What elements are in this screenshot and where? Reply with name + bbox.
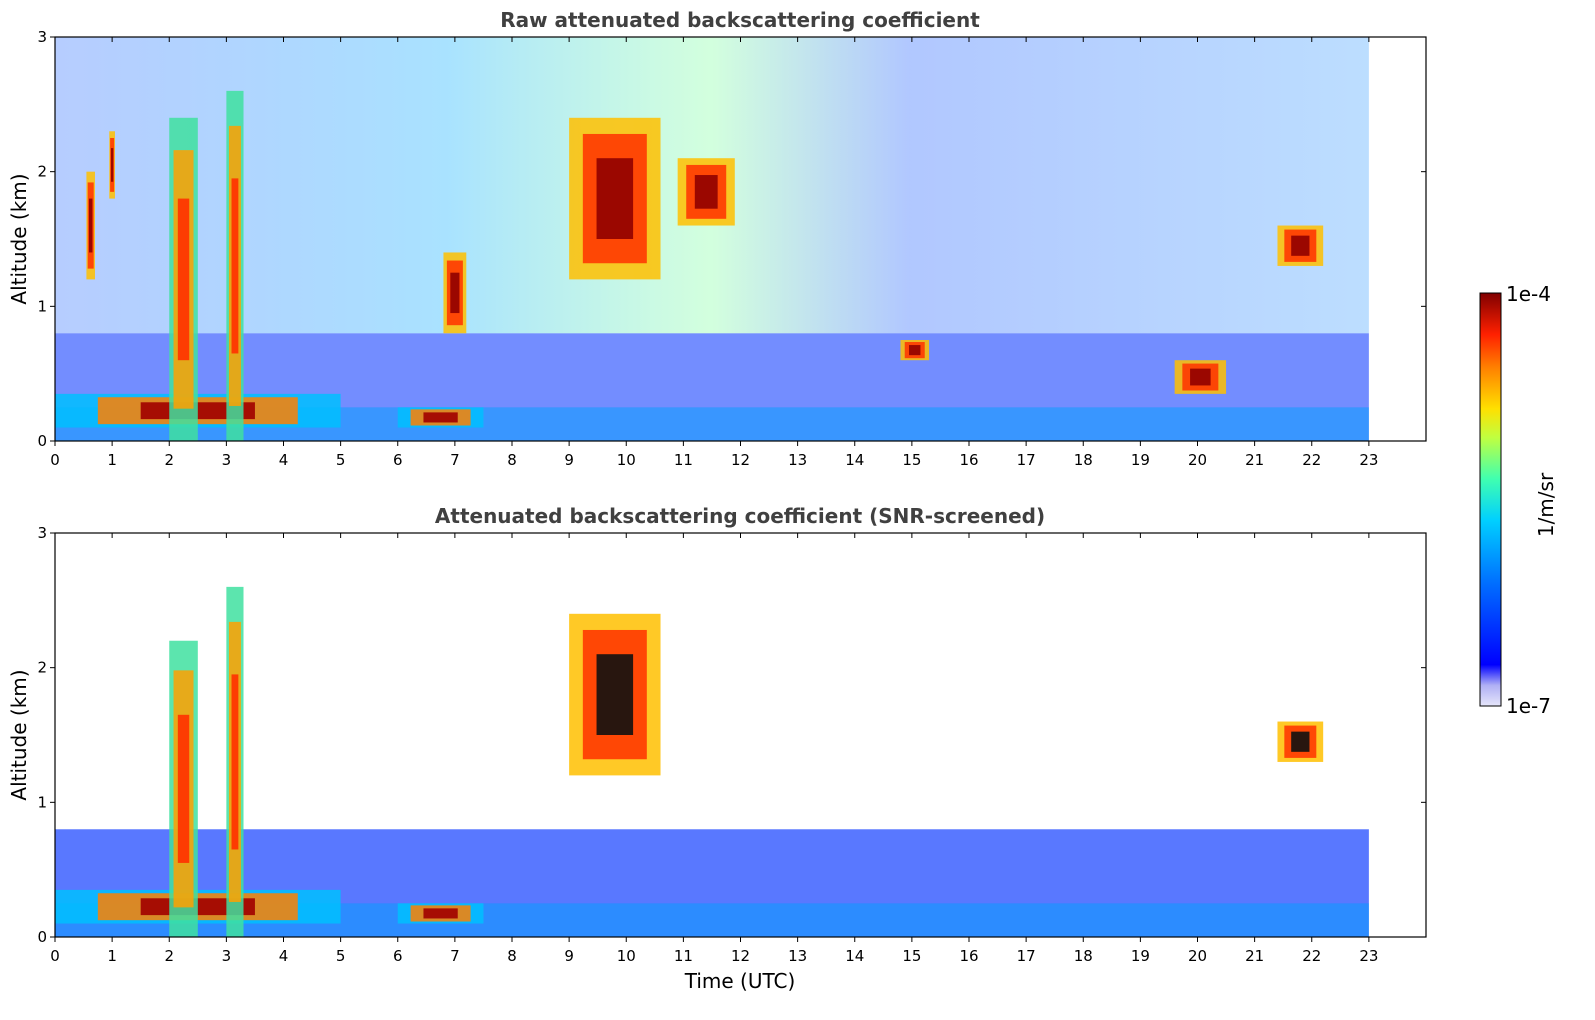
colorbar-max-label: 1e-4 xyxy=(1506,282,1551,306)
x-tick-label: 1 xyxy=(107,947,117,965)
x-tick-label: 12 xyxy=(731,947,750,965)
x-tick-label: 3 xyxy=(222,947,232,965)
x-tick-label: 18 xyxy=(1074,947,1093,965)
heatmap-feature-peak xyxy=(1291,235,1310,256)
y-tick-label: 2 xyxy=(37,659,47,677)
x-tick-label: 3 xyxy=(222,451,232,469)
heatmap-feature-peak xyxy=(1291,731,1310,752)
x-tick-label: 13 xyxy=(788,451,807,469)
x-tick-label: 13 xyxy=(788,947,807,965)
panel-screened: Attenuated backscattering coefficient (S… xyxy=(7,504,1427,993)
colorbar: 1e-4 1e-7 1/m/sr xyxy=(1479,282,1558,718)
colorbar-unit-label: 1/m/sr xyxy=(1534,472,1558,537)
x-tick-label: 4 xyxy=(279,451,289,469)
heatmap-feature-peak xyxy=(177,198,190,361)
heatmap-feature-peak xyxy=(231,178,239,354)
y-tick-label: 1 xyxy=(37,297,47,315)
x-tick-label: 0 xyxy=(50,451,60,469)
x-tick-label: 22 xyxy=(1302,947,1321,965)
heatmap-feature-peak xyxy=(231,674,239,850)
x-tick-label: 2 xyxy=(164,947,174,965)
x-axis-label: Time (UTC) xyxy=(684,969,796,993)
y-axis-label-screened: Altitude (km) xyxy=(7,669,31,800)
x-tick-label: 7 xyxy=(450,451,460,469)
x-tick-label: 5 xyxy=(336,451,346,469)
x-tick-label: 14 xyxy=(845,947,864,965)
x-tick-label: 8 xyxy=(507,451,517,469)
x-tick-label: 20 xyxy=(1188,947,1207,965)
x-tick-label: 9 xyxy=(564,451,574,469)
heatmap-feature-peak xyxy=(694,175,718,209)
y-tick-label: 3 xyxy=(37,28,47,46)
x-tick-label: 17 xyxy=(1017,451,1036,469)
colorbar-min-label: 1e-7 xyxy=(1506,694,1551,718)
x-tick-label: 16 xyxy=(959,451,978,469)
colorbar-gradient xyxy=(1479,292,1502,707)
x-tick-label: 23 xyxy=(1359,947,1378,965)
heatmap-feature-peak xyxy=(450,272,460,314)
y-axis-label-raw: Altitude (km) xyxy=(7,173,31,304)
x-tick-label: 11 xyxy=(674,947,693,965)
x-tick-label: 8 xyxy=(507,947,517,965)
x-tick-label: 10 xyxy=(617,947,636,965)
x-tick-label: 11 xyxy=(674,451,693,469)
x-tick-label: 17 xyxy=(1017,947,1036,965)
x-tick-label: 14 xyxy=(845,451,864,469)
x-tick-label: 7 xyxy=(450,947,460,965)
x-tick-label: 15 xyxy=(902,451,921,469)
x-tick-label: 9 xyxy=(564,947,574,965)
x-tick-label: 21 xyxy=(1245,451,1264,469)
heatmap-feature-peak xyxy=(1190,368,1211,386)
y-tick-label: 0 xyxy=(37,928,47,946)
y-tick-label: 3 xyxy=(37,524,47,542)
chart-title-raw: Raw attenuated backscattering coefficien… xyxy=(500,8,980,32)
x-tick-label: 10 xyxy=(617,451,636,469)
x-tick-label: 6 xyxy=(393,451,403,469)
heatmap-feature-peak xyxy=(596,158,634,239)
x-tick-label: 19 xyxy=(1131,451,1150,469)
x-tick-label: 5 xyxy=(336,947,346,965)
x-tick-label: 2 xyxy=(164,451,174,469)
y-tick-label: 2 xyxy=(37,163,47,181)
x-tick-label: 21 xyxy=(1245,947,1264,965)
panel-raw: Raw attenuated backscattering coefficien… xyxy=(7,8,1427,469)
x-tick-label: 0 xyxy=(50,947,60,965)
x-tick-label: 23 xyxy=(1359,451,1378,469)
x-ticks-screened: 0 1 2 3 4 5 6 7 8 9 10 11 12 13 14 15 16 17 18 19 20 21 22 23 xyxy=(50,533,1378,965)
x-tick-label: 4 xyxy=(279,947,289,965)
heatmap-feature-peak xyxy=(177,714,190,863)
heatmap-feature-peak xyxy=(596,654,634,735)
x-ticks-raw: 0 1 2 3 4 5 6 7 8 9 10 11 12 13 14 15 16 17 18 19 20 21 22 23 xyxy=(50,37,1378,469)
x-tick-label: 12 xyxy=(731,451,750,469)
plot-area-screened xyxy=(55,586,1369,937)
x-tick-label: 18 xyxy=(1074,451,1093,469)
heatmap-feature-peak xyxy=(110,148,114,182)
y-ticks-screened: 0 1 2 3 xyxy=(37,524,1426,946)
x-tick-label: 20 xyxy=(1188,451,1207,469)
heatmap-feature-peak xyxy=(423,908,458,919)
chart-title-screened: Attenuated backscattering coefficient (S… xyxy=(435,504,1045,528)
y-tick-label: 0 xyxy=(37,432,47,450)
x-tick-label: 15 xyxy=(902,947,921,965)
x-tick-label: 22 xyxy=(1302,451,1321,469)
heatmap-feature-peak xyxy=(423,412,458,423)
x-tick-label: 1 xyxy=(107,451,117,469)
heatmap-feature-peak xyxy=(88,198,93,253)
y-ticks-raw: 0 1 2 3 xyxy=(37,28,1426,450)
x-tick-label: 6 xyxy=(393,947,403,965)
y-tick-label: 1 xyxy=(37,793,47,811)
x-tick-label: 19 xyxy=(1131,947,1150,965)
plot-area-raw xyxy=(55,37,1369,442)
x-tick-label: 16 xyxy=(959,947,978,965)
heatmap-feature-peak xyxy=(909,345,921,356)
